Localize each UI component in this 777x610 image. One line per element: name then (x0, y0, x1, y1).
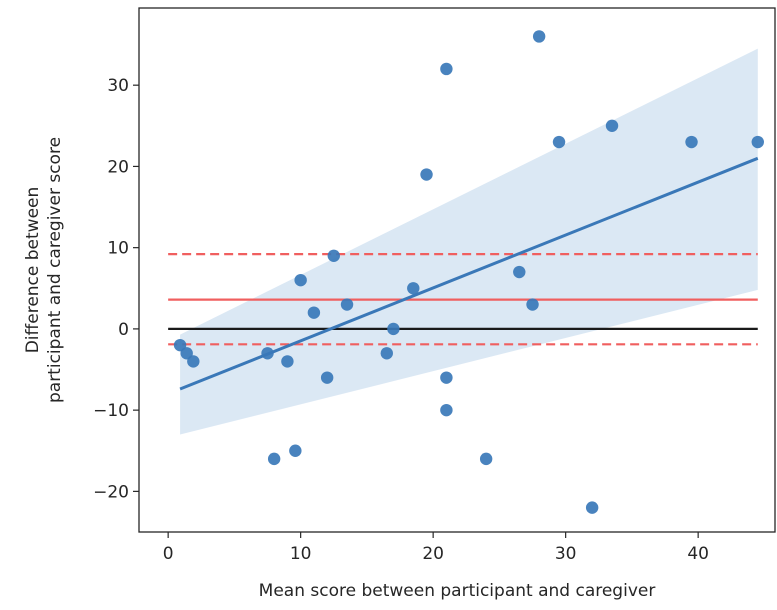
data-point (751, 135, 764, 149)
y-tick-label: −10 (93, 401, 129, 421)
x-tick-label: 40 (687, 544, 709, 564)
y-tick-label: 0 (118, 320, 129, 340)
data-point (187, 355, 200, 368)
y-axis-ticks: −20 −10 0 10 20 30 (93, 76, 139, 502)
regression-line (179, 156, 759, 391)
x-axis-ticks: 0 10 20 30 40 (163, 532, 709, 564)
y-tick-label: 30 (107, 76, 129, 96)
data-point (585, 501, 599, 514)
confidence-band-layer (180, 48, 758, 435)
data-point (407, 282, 420, 295)
data-point (340, 298, 354, 311)
data-point (261, 347, 274, 360)
x-axis-label: Mean score between participant and careg… (259, 581, 656, 601)
y-tick-label: −20 (93, 482, 129, 502)
data-point (380, 347, 393, 360)
reference-lines-layer (168, 253, 758, 346)
data-point (532, 30, 546, 43)
y-axis-label-line-1: Difference between (23, 187, 43, 354)
data-point (387, 322, 400, 336)
y-axis-label: Difference between participant and careg… (23, 137, 65, 403)
data-point (479, 452, 493, 466)
data-point (685, 135, 698, 149)
data-point (605, 119, 619, 132)
data-point (552, 135, 566, 149)
data-point (289, 444, 302, 457)
x-tick-label: 30 (555, 544, 577, 564)
data-point (513, 265, 526, 279)
data-point (327, 249, 340, 262)
x-tick-label: 10 (290, 544, 312, 564)
y-tick-label: 10 (107, 239, 129, 259)
y-axis-label-line-2: participant and caregiver score (45, 137, 65, 403)
y-tick-label: 20 (107, 157, 129, 177)
data-point (420, 168, 433, 181)
data-point (320, 371, 334, 384)
x-tick-label: 0 (163, 544, 174, 564)
data-point (440, 403, 453, 417)
data-points-layer (173, 30, 764, 514)
data-point (281, 355, 294, 368)
plot-frame (138, 7, 776, 533)
data-point (307, 306, 321, 319)
data-point (267, 452, 281, 466)
data-point (440, 371, 453, 384)
data-point (526, 298, 539, 311)
regression-line-layer (179, 156, 759, 391)
confidence-band (180, 48, 758, 435)
data-point (440, 62, 453, 76)
x-tick-label: 20 (422, 544, 444, 564)
data-point (294, 273, 307, 287)
